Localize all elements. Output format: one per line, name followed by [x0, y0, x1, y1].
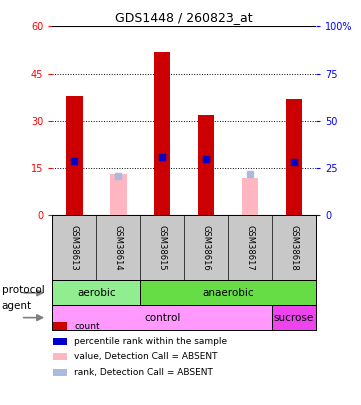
Bar: [198, 115, 214, 215]
Bar: [154, 51, 170, 215]
Text: agent: agent: [2, 301, 32, 311]
Bar: [52, 305, 272, 330]
Text: percentile rank within the sample: percentile rank within the sample: [74, 337, 227, 346]
Bar: [242, 178, 258, 215]
Text: count: count: [74, 322, 100, 330]
Bar: [272, 305, 316, 330]
Text: anaerobic: anaerobic: [202, 288, 254, 298]
Text: GSM38617: GSM38617: [245, 225, 255, 271]
Bar: [286, 99, 302, 215]
Text: aerobic: aerobic: [77, 288, 116, 298]
Text: GSM38613: GSM38613: [70, 225, 79, 271]
Text: GSM38616: GSM38616: [201, 225, 210, 271]
Text: protocol: protocol: [2, 285, 44, 294]
Bar: [66, 96, 83, 215]
Bar: [140, 280, 316, 305]
Bar: [110, 175, 127, 215]
Bar: [52, 280, 140, 305]
Text: control: control: [144, 313, 180, 323]
Text: value, Detection Call = ABSENT: value, Detection Call = ABSENT: [74, 352, 218, 361]
Text: GSM38618: GSM38618: [290, 225, 299, 271]
Title: GDS1448 / 260823_at: GDS1448 / 260823_at: [115, 11, 253, 24]
Text: GSM38614: GSM38614: [114, 225, 123, 271]
Text: GSM38615: GSM38615: [158, 225, 167, 271]
Text: rank, Detection Call = ABSENT: rank, Detection Call = ABSENT: [74, 368, 213, 377]
Text: sucrose: sucrose: [274, 313, 314, 323]
